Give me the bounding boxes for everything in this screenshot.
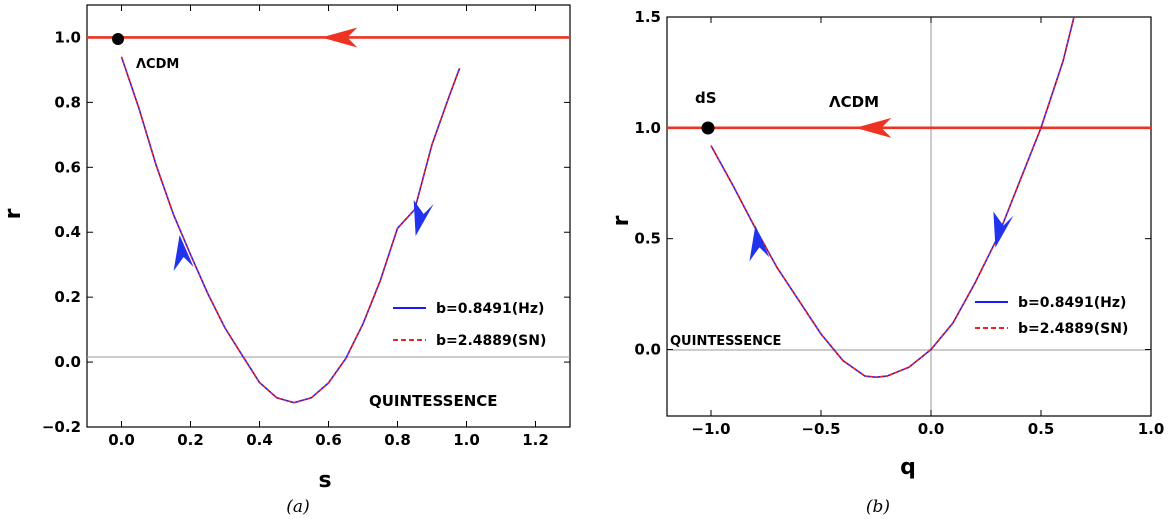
x-tick-label-b-1: −0.5 xyxy=(801,420,840,438)
lambda-cdm-label-b: ΛCDM xyxy=(829,93,879,111)
x-tick-label-a-1: 0.2 xyxy=(177,431,204,449)
y-axis-label-a: r xyxy=(1,208,26,219)
x-tick-label-a-4: 0.8 xyxy=(384,431,411,449)
fixed-point-a xyxy=(112,33,124,45)
chart-panel-b: −1.0 −0.5 0.0 0.5 1.0 0.0 0.5 1.0 1.5 dS ΛCDM QU… xyxy=(609,8,1164,517)
flow-arrow-b-1 xyxy=(993,211,1014,248)
caption-b: (b) xyxy=(866,497,890,517)
ticks-a: 0.0 0.2 0.4 0.6 0.8 1.0 1.2 −0.2 0.0 0.2 0.4 0.6 0.8… xyxy=(42,5,570,449)
flow-arrow-b-0 xyxy=(749,225,770,262)
x-tick-label-a-3: 0.6 xyxy=(315,431,342,449)
quintessence-label-a: QUINTESSENCE xyxy=(369,392,498,410)
x-tick-label-a-2: 0.4 xyxy=(246,431,273,449)
y-axis-label-b: r xyxy=(609,215,634,226)
y-tick-label-b-1: 0.5 xyxy=(634,230,661,248)
lambda-cdm-arrow-a xyxy=(321,27,358,48)
y-tick-label-b-3: 1.5 xyxy=(634,8,661,26)
caption-a: (a) xyxy=(286,497,309,517)
chart-panel-a: 0.0 0.2 0.4 0.6 0.8 1.0 1.2 −0.2 0.0 0.2 0.4 0.6 0.8… xyxy=(1,4,571,517)
fixed-point-b xyxy=(701,121,715,135)
lambda-cdm-arrow-b xyxy=(855,117,892,138)
legend-label-a-0: b=0.8491(Hz) xyxy=(436,301,544,317)
legend-a: b=0.8491(Hz) b=2.4889(SN) xyxy=(393,301,546,349)
y-tick-label-b-0: 0.0 xyxy=(634,341,661,359)
series-line-a-1 xyxy=(120,56,461,404)
series-b xyxy=(710,16,1075,379)
legend-label-b-0: b=0.8491(Hz) xyxy=(1018,295,1126,311)
y-tick-label-b-2: 1.0 xyxy=(634,119,661,137)
flow-arrows-a xyxy=(173,200,434,271)
y-tick-label-a-5: 0.8 xyxy=(54,93,81,111)
x-tick-label-b-3: 0.5 xyxy=(1028,420,1055,438)
y-tick-label-a-6: 1.0 xyxy=(54,28,81,46)
y-tick-label-a-1: 0.0 xyxy=(54,353,81,371)
ticks-b: −1.0 −0.5 0.0 0.5 1.0 0.0 0.5 1.0 1.5 xyxy=(634,8,1164,438)
y-tick-label-a-3: 0.4 xyxy=(54,223,81,241)
legend-b: b=0.8491(Hz) b=2.4889(SN) xyxy=(975,295,1128,337)
x-tick-label-b-0: −1.0 xyxy=(691,420,730,438)
y-tick-label-a-0: −0.2 xyxy=(42,418,81,436)
x-tick-label-b-4: 1.0 xyxy=(1138,420,1165,438)
x-tick-label-a-6: 1.2 xyxy=(522,431,549,449)
x-tick-label-b-2: 0.0 xyxy=(918,420,945,438)
series-line-a-0 xyxy=(120,56,461,404)
legend-label-a-1: b=2.4889(SN) xyxy=(436,333,546,349)
y-tick-label-a-4: 0.6 xyxy=(54,158,81,176)
flow-arrow-a-1 xyxy=(413,200,434,236)
lambda-cdm-line-b xyxy=(667,117,1151,138)
ds-label-b: dS xyxy=(695,89,717,107)
flow-arrow-a-0 xyxy=(173,234,194,271)
legend-label-b-1: b=2.4889(SN) xyxy=(1018,321,1128,337)
lambda-cdm-line-a xyxy=(87,27,570,48)
x-tick-label-a-5: 1.0 xyxy=(453,431,480,449)
flow-arrows-b xyxy=(749,211,1014,262)
series-line-b-1 xyxy=(710,16,1075,379)
x-tick-label-a-0: 0.0 xyxy=(108,431,135,449)
plot-frame-b xyxy=(666,16,1152,417)
lambda-cdm-label-a: ΛCDM xyxy=(136,57,179,72)
x-axis-label-a: s xyxy=(318,468,331,493)
series-a xyxy=(120,56,461,404)
quintessence-label-b: QUINTESSENCE xyxy=(670,334,781,349)
x-axis-label-b: q xyxy=(900,455,916,480)
y-tick-label-a-2: 0.2 xyxy=(54,288,81,306)
